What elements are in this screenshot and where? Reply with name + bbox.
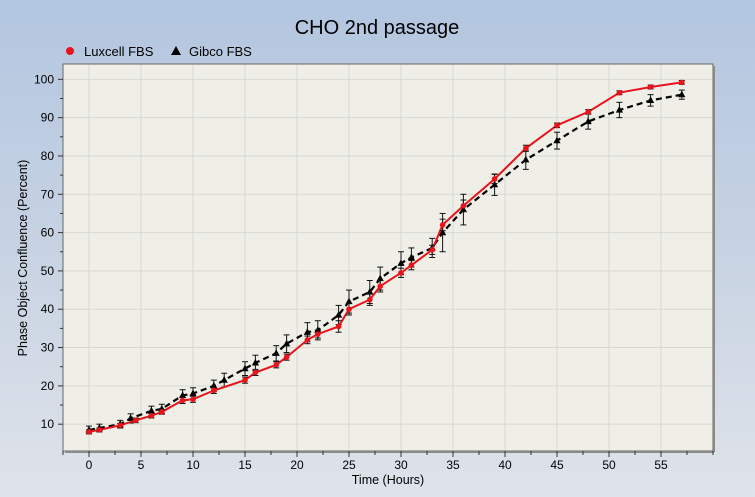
series-layer bbox=[85, 79, 686, 435]
x-tick-label: 50 bbox=[602, 458, 616, 472]
legend-label-luxcell: Luxcell FBS bbox=[84, 44, 154, 59]
data-point bbox=[553, 136, 561, 144]
data-point bbox=[335, 310, 343, 318]
data-point bbox=[460, 202, 467, 209]
x-tick-label: 25 bbox=[342, 458, 356, 472]
data-point bbox=[678, 90, 686, 98]
data-point bbox=[616, 89, 623, 96]
y-axis-label: Phase Object Confluence (Percent) bbox=[16, 160, 30, 357]
x-tick-label: 35 bbox=[446, 458, 460, 472]
data-point bbox=[346, 306, 352, 313]
data-point bbox=[615, 105, 623, 113]
y-tick-label: 50 bbox=[41, 264, 55, 278]
data-point bbox=[679, 79, 685, 86]
chart-title: CHO 2nd passage bbox=[295, 17, 460, 39]
y-tick-label: 90 bbox=[41, 111, 55, 125]
data-point bbox=[377, 283, 384, 290]
y-tick-label: 80 bbox=[41, 149, 55, 163]
data-point bbox=[314, 326, 322, 333]
data-point bbox=[335, 323, 342, 330]
x-tick-label: 5 bbox=[138, 458, 145, 472]
y-tick-label: 40 bbox=[41, 302, 55, 316]
data-point bbox=[523, 145, 529, 152]
data-point bbox=[398, 270, 404, 276]
data-point bbox=[179, 397, 186, 404]
data-point bbox=[315, 331, 321, 337]
data-point bbox=[647, 84, 654, 90]
data-point bbox=[220, 376, 228, 383]
data-point bbox=[647, 96, 655, 104]
data-point bbox=[86, 429, 92, 435]
data-point bbox=[127, 414, 135, 422]
data-point bbox=[148, 412, 155, 419]
data-point bbox=[367, 296, 373, 303]
axis-ticks: 10 20 30 40 50 60 70 80 90 100 0 5 10 15 20 25 30 35 40 45 5… bbox=[34, 72, 714, 472]
legend-label-gibco: Gibco FBS bbox=[189, 44, 252, 59]
data-point bbox=[408, 262, 415, 268]
data-point bbox=[190, 396, 196, 403]
y-tick-label: 70 bbox=[41, 187, 55, 201]
data-point bbox=[210, 381, 218, 389]
data-point bbox=[283, 339, 291, 347]
plot-area bbox=[62, 63, 714, 452]
data-point bbox=[283, 354, 290, 360]
x-tick-label: 55 bbox=[654, 458, 668, 472]
data-point bbox=[429, 247, 436, 253]
data-point bbox=[179, 391, 187, 399]
data-point bbox=[584, 117, 592, 125]
data-point bbox=[366, 287, 374, 295]
series-line-gibco-fbs bbox=[88, 93, 682, 431]
data-point bbox=[376, 274, 384, 282]
y-tick-label: 10 bbox=[41, 417, 55, 431]
x-tick-label: 10 bbox=[186, 458, 200, 472]
x-tick-label: 15 bbox=[238, 458, 252, 472]
data-point bbox=[147, 406, 155, 414]
x-tick-label: 20 bbox=[290, 458, 304, 472]
x-tick-label: 40 bbox=[498, 458, 512, 472]
data-point bbox=[241, 364, 249, 372]
data-point bbox=[273, 361, 280, 368]
data-point bbox=[211, 387, 217, 394]
data-point bbox=[272, 349, 280, 356]
y-tick-label: 100 bbox=[34, 72, 54, 86]
data-point bbox=[522, 155, 530, 163]
x-axis-label: Time (Hours) bbox=[352, 473, 424, 487]
y-tick-label: 60 bbox=[41, 226, 55, 240]
data-point bbox=[159, 409, 165, 415]
x-tick-label: 45 bbox=[550, 458, 564, 472]
data-point bbox=[439, 222, 446, 228]
y-tick-label: 30 bbox=[41, 341, 55, 355]
data-point bbox=[303, 328, 311, 335]
grid bbox=[64, 65, 712, 450]
data-point bbox=[397, 259, 405, 266]
x-tick-label: 30 bbox=[394, 458, 408, 472]
data-point bbox=[407, 253, 415, 261]
data-point bbox=[251, 358, 259, 366]
x-tick-label: 0 bbox=[86, 458, 93, 472]
data-point bbox=[252, 369, 259, 376]
data-point bbox=[189, 389, 197, 397]
data-point bbox=[96, 427, 103, 433]
data-point bbox=[439, 228, 447, 236]
legend-marker-luxcell bbox=[66, 47, 74, 55]
data-point bbox=[554, 122, 560, 129]
data-point bbox=[345, 297, 353, 305]
data-point bbox=[491, 176, 498, 182]
data-point bbox=[133, 417, 139, 424]
legend-marker-gibco bbox=[171, 46, 181, 55]
data-point bbox=[242, 377, 248, 383]
y-tick-label: 20 bbox=[41, 379, 55, 393]
data-point bbox=[304, 337, 311, 343]
data-point bbox=[585, 109, 591, 115]
data-point bbox=[117, 422, 123, 429]
